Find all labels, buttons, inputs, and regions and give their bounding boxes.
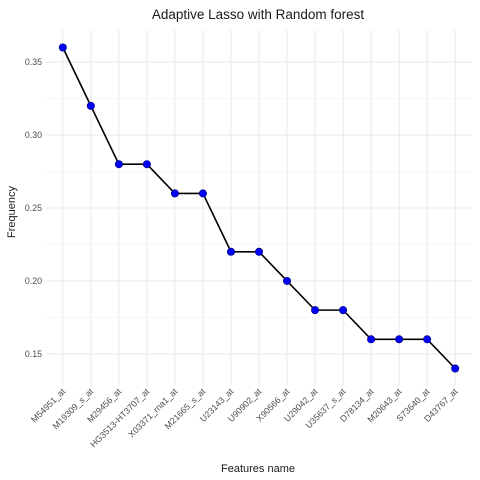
data-point: [142, 160, 151, 169]
x-tick-label: X03371_rna1_at: [126, 386, 179, 439]
data-point: [339, 306, 348, 315]
y-tick-label: 0.30: [25, 130, 42, 140]
data-point: [283, 276, 292, 285]
series-points: [58, 43, 460, 373]
y-tick-label: 0.35: [25, 57, 42, 67]
y-axis-ticks: 0.15 0.20 0.25 0.30 0.35: [25, 57, 42, 359]
y-tick-label: 0.15: [25, 349, 42, 359]
data-point: [311, 306, 320, 315]
data-point: [226, 247, 235, 256]
chart-title: Adaptive Lasso with Random forest: [152, 7, 365, 22]
data-point: [367, 335, 376, 344]
grid-major: [46, 30, 472, 386]
y-tick-label: 0.20: [25, 276, 42, 286]
data-point: [170, 189, 179, 198]
x-axis-title: Features name: [221, 463, 295, 475]
data-point: [114, 160, 123, 169]
data-point: [254, 247, 263, 256]
data-point: [58, 43, 67, 52]
y-tick-label: 0.25: [25, 203, 42, 213]
x-axis-ticks: M54951_atM19309_s_atM29456_atHG3513-HT37…: [29, 386, 460, 449]
y-axis-title: Frequency: [6, 186, 18, 238]
data-point: [451, 364, 460, 373]
data-point: [198, 189, 207, 198]
data-point: [395, 335, 404, 344]
data-point: [423, 335, 432, 344]
data-point: [86, 101, 95, 110]
